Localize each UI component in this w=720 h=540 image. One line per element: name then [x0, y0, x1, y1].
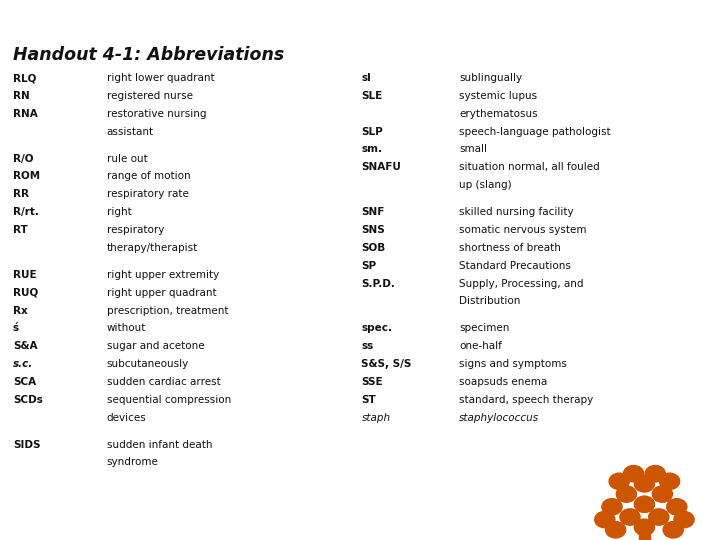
Text: subcutaneously: subcutaneously: [107, 359, 189, 369]
Text: SCDs: SCDs: [13, 395, 42, 404]
Ellipse shape: [663, 522, 683, 538]
Text: prescription, treatment: prescription, treatment: [107, 306, 228, 315]
Text: devices: devices: [107, 413, 146, 423]
Ellipse shape: [609, 473, 629, 489]
Ellipse shape: [616, 486, 636, 502]
Text: sm.: sm.: [361, 144, 382, 154]
Ellipse shape: [645, 465, 665, 482]
Text: Rx: Rx: [13, 306, 27, 315]
Ellipse shape: [634, 476, 654, 492]
Text: RNA: RNA: [13, 109, 37, 119]
Text: range of motion: range of motion: [107, 172, 190, 181]
Text: SLE: SLE: [361, 91, 383, 101]
Text: S&S, S/S: S&S, S/S: [361, 359, 412, 369]
Text: Handout 4-1: Abbreviations: Handout 4-1: Abbreviations: [13, 46, 284, 64]
Text: staph: staph: [361, 413, 390, 423]
Ellipse shape: [652, 486, 672, 502]
Text: rule out: rule out: [107, 153, 148, 164]
Text: ST: ST: [361, 395, 376, 404]
Text: situation normal, all fouled: situation normal, all fouled: [459, 163, 600, 172]
Text: Supply, Processing, and: Supply, Processing, and: [459, 279, 584, 288]
Text: SLP: SLP: [361, 126, 383, 137]
Text: Standard Precautions: Standard Precautions: [459, 261, 571, 271]
Text: soapsuds enema: soapsuds enema: [459, 377, 548, 387]
Text: skilled nursing facility: skilled nursing facility: [459, 207, 574, 217]
Ellipse shape: [606, 522, 626, 538]
Ellipse shape: [660, 473, 680, 489]
Text: SCA: SCA: [13, 377, 36, 387]
Ellipse shape: [624, 465, 644, 482]
Ellipse shape: [674, 511, 694, 528]
Text: right: right: [107, 207, 131, 217]
Text: RUQ: RUQ: [13, 288, 38, 298]
Text: without: without: [107, 323, 146, 333]
Text: ROM: ROM: [13, 172, 40, 181]
Ellipse shape: [602, 498, 622, 515]
Text: spec.: spec.: [361, 323, 392, 333]
Ellipse shape: [634, 519, 654, 535]
Text: RR: RR: [13, 190, 29, 199]
Ellipse shape: [620, 509, 640, 525]
Text: one-half: one-half: [459, 341, 503, 351]
Text: somatic nervous system: somatic nervous system: [459, 225, 587, 235]
Text: respiratory rate: respiratory rate: [107, 190, 189, 199]
Text: sudden cardiac arrest: sudden cardiac arrest: [107, 377, 220, 387]
Text: therapy/therapist: therapy/therapist: [107, 243, 198, 253]
Text: s.c.: s.c.: [13, 359, 33, 369]
Text: sequential compression: sequential compression: [107, 395, 231, 404]
Ellipse shape: [667, 498, 687, 515]
Text: RT: RT: [13, 225, 27, 235]
Text: specimen: specimen: [459, 323, 510, 333]
Text: SIDS: SIDS: [13, 440, 40, 450]
Text: small: small: [459, 144, 487, 154]
Text: staphylococcus: staphylococcus: [459, 413, 539, 423]
Text: SSE: SSE: [361, 377, 383, 387]
Text: right lower quadrant: right lower quadrant: [107, 73, 214, 83]
Ellipse shape: [595, 511, 615, 528]
Text: SP: SP: [361, 261, 377, 271]
Bar: [639, 519, 650, 540]
Text: restorative nursing: restorative nursing: [107, 109, 206, 119]
Text: right upper quadrant: right upper quadrant: [107, 288, 216, 298]
Text: up (slang): up (slang): [459, 180, 512, 190]
Text: sugar and acetone: sugar and acetone: [107, 341, 204, 351]
Text: systemic lupus: systemic lupus: [459, 91, 538, 101]
Text: erythematosus: erythematosus: [459, 109, 538, 119]
Text: syndrome: syndrome: [107, 457, 158, 468]
Text: sudden infant death: sudden infant death: [107, 440, 212, 450]
Text: standard, speech therapy: standard, speech therapy: [459, 395, 593, 404]
Text: R/O: R/O: [13, 153, 33, 164]
Text: SNF: SNF: [361, 207, 384, 217]
Text: sl: sl: [361, 73, 372, 83]
Text: S.P.D.: S.P.D.: [361, 279, 395, 288]
Text: respiratory: respiratory: [107, 225, 164, 235]
Text: SNS: SNS: [361, 225, 385, 235]
Text: 4 Communication and Cultural Diversity: 4 Communication and Cultural Diversity: [9, 8, 322, 22]
Ellipse shape: [649, 509, 669, 525]
Text: S&A: S&A: [13, 341, 37, 351]
Text: SNAFU: SNAFU: [361, 163, 401, 172]
Text: RUE: RUE: [13, 270, 37, 280]
Text: RLQ: RLQ: [13, 73, 36, 83]
Text: assistant: assistant: [107, 126, 153, 137]
Text: ss: ss: [361, 341, 374, 351]
Text: R/rt.: R/rt.: [13, 207, 39, 217]
Text: RN: RN: [13, 91, 30, 101]
Text: sublingually: sublingually: [459, 73, 523, 83]
Text: right upper extremity: right upper extremity: [107, 270, 219, 280]
Text: speech-language pathologist: speech-language pathologist: [459, 126, 611, 137]
Text: registered nurse: registered nurse: [107, 91, 192, 101]
Text: signs and symptoms: signs and symptoms: [459, 359, 567, 369]
Ellipse shape: [634, 496, 654, 512]
Text: SOB: SOB: [361, 243, 386, 253]
Text: Distribution: Distribution: [459, 296, 521, 306]
Text: ś: ś: [13, 323, 19, 333]
Text: shortness of breath: shortness of breath: [459, 243, 561, 253]
